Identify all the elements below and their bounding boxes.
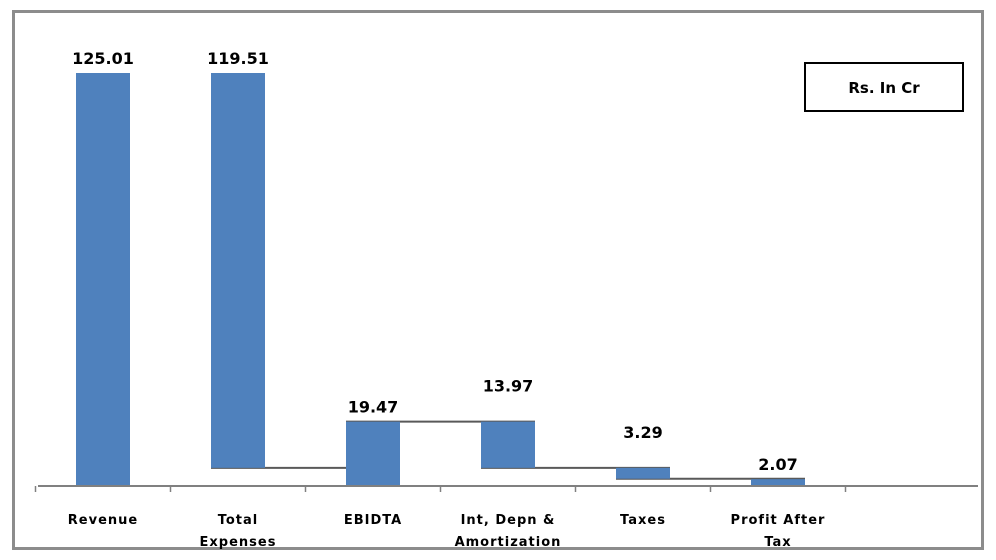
bar-1 xyxy=(76,73,130,486)
value-label-5: 3.29 xyxy=(623,423,662,442)
bar-6 xyxy=(751,479,805,486)
bar-3 xyxy=(346,421,400,486)
value-label-2: 119.51 xyxy=(207,49,269,68)
category-label-2: Total Expenses xyxy=(200,513,277,550)
category-labels-group: Revenue Total Expenses EBIDTA Int, Depn & Amo… xyxy=(68,513,826,550)
bars-group xyxy=(76,73,805,486)
units-box: Rs. In Cr xyxy=(804,62,964,112)
units-box-border xyxy=(804,62,964,112)
bar-5 xyxy=(616,467,670,479)
category-label-6: Profit After Tax xyxy=(731,513,826,550)
category-label-1: Revenue xyxy=(68,513,138,528)
value-label-4: 13.97 xyxy=(483,377,534,396)
units-label: Rs. In Cr xyxy=(848,79,920,97)
category-label-4: Int, Depn & Amortization xyxy=(455,513,562,550)
value-label-6: 2.07 xyxy=(758,455,797,474)
bar-2 xyxy=(211,73,265,468)
value-label-3: 19.47 xyxy=(348,398,399,417)
category-label-5: Taxes xyxy=(620,513,666,528)
category-label-3: EBIDTA xyxy=(344,513,402,528)
x-axis-ticks xyxy=(34,486,847,492)
value-label-1: 125.01 xyxy=(72,49,134,68)
value-labels-group: 125.01 119.51 19.47 13.97 3.29 2.07 xyxy=(72,49,798,474)
bar-4 xyxy=(481,421,535,468)
